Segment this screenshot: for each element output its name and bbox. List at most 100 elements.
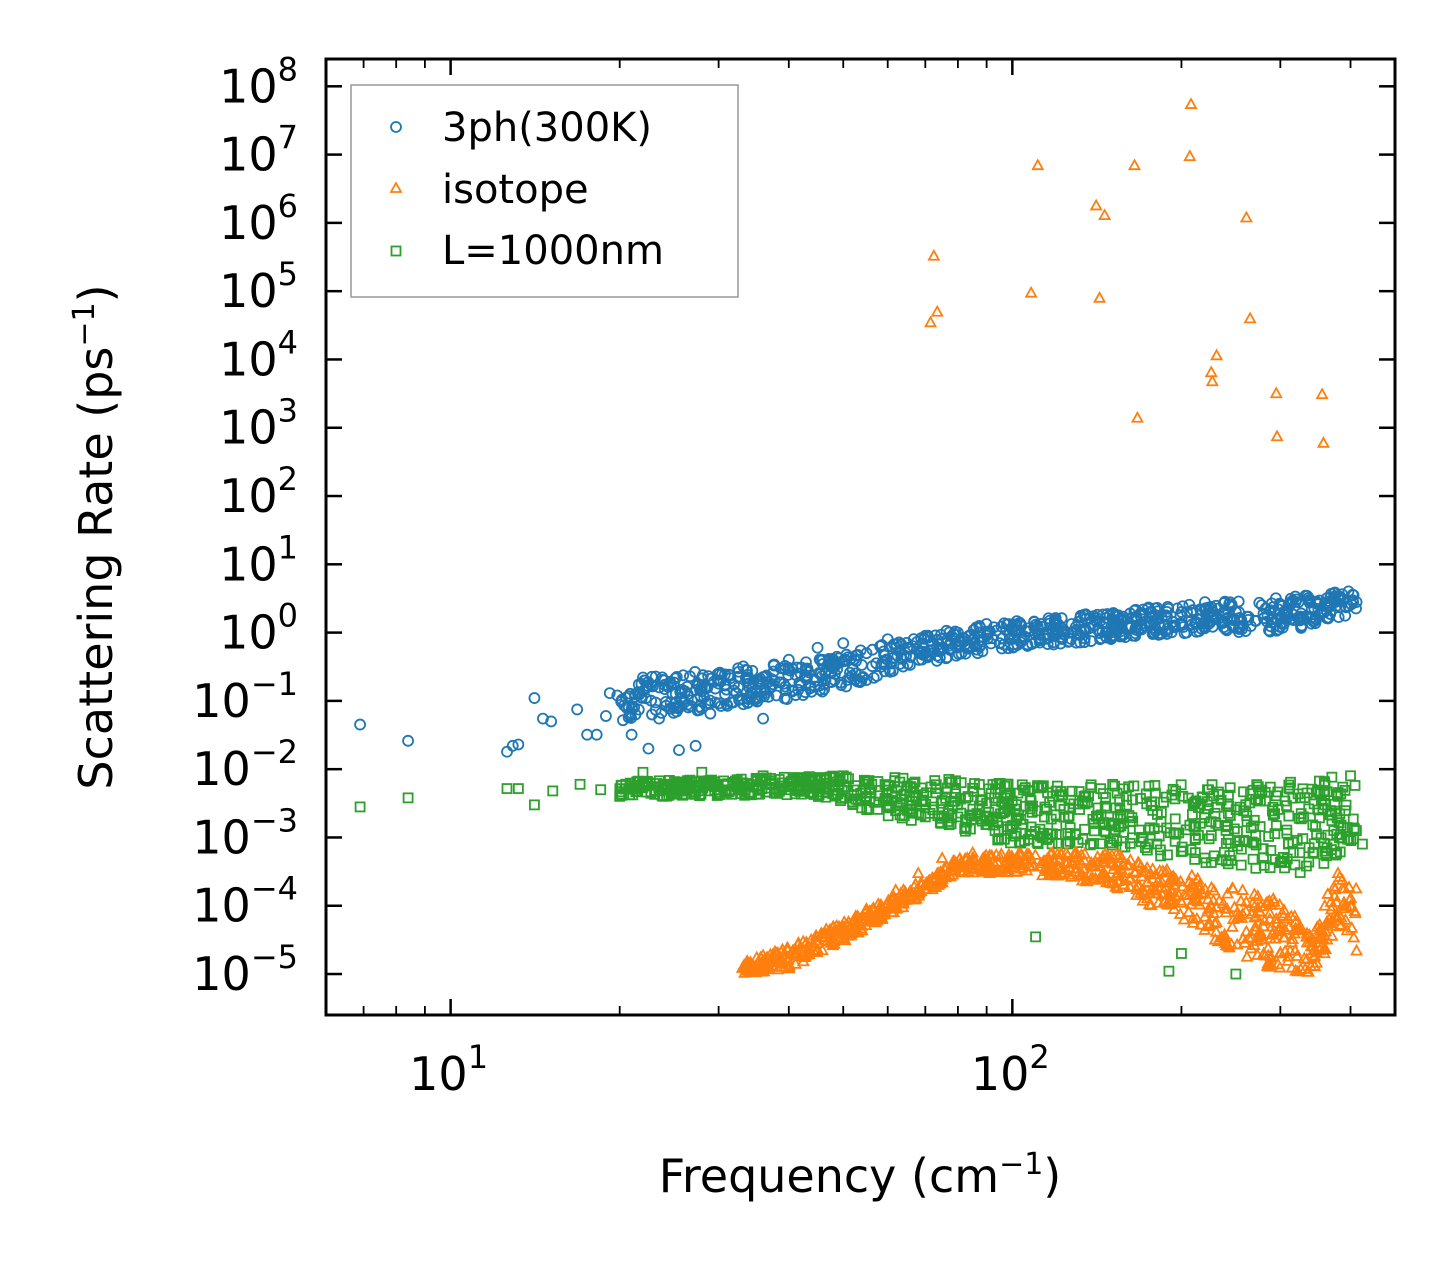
data-point-square: [529, 799, 540, 811]
data-point-circle: [402, 734, 414, 747]
data-point-square: [614, 790, 626, 802]
cloud-point-square: [1303, 856, 1315, 868]
cloud-point-square: [1002, 778, 1014, 790]
cloud-point-square: [1339, 805, 1351, 817]
cloud-point-circle: [1047, 638, 1060, 651]
cloud-point-square: [1255, 795, 1266, 807]
cloud-point-square: [806, 788, 818, 799]
cloud-point-triangle: [1275, 906, 1289, 919]
cloud-point-circle: [629, 688, 642, 701]
cloud-point-triangle: [1069, 861, 1083, 874]
cloud-point-square: [684, 774, 696, 786]
cloud-point-square: [1274, 856, 1286, 868]
data-point-triangle: [923, 315, 938, 328]
cloud-point-triangle: [1186, 916, 1200, 928]
cloud-point-circle: [1077, 623, 1090, 636]
cloud-point-square: [960, 792, 972, 804]
cloud-point-circle: [649, 696, 662, 709]
cloud-point-circle: [768, 659, 780, 672]
cloud-point-circle: [750, 692, 763, 705]
data-point-square: [783, 784, 795, 796]
cloud-point-circle: [697, 669, 709, 682]
cloud-point-triangle: [884, 900, 898, 913]
data-point-square: [1176, 948, 1187, 959]
cloud-point-square: [1128, 780, 1140, 792]
data-point-square: [861, 790, 872, 802]
cloud-point-square: [1058, 811, 1070, 823]
data-point-square: [1105, 820, 1117, 831]
data-points: [354, 97, 1368, 980]
cloud-point-circle: [841, 674, 854, 686]
cloud-point-triangle: [857, 912, 871, 925]
data-point-circle: [720, 698, 733, 710]
cloud-point-square: [874, 790, 886, 802]
cloud-point-square: [1170, 785, 1182, 797]
data-point-square: [678, 784, 690, 796]
cloud-point-circle: [1257, 612, 1270, 625]
data-point-triangle: [1098, 208, 1112, 221]
cloud-point-triangle: [1348, 906, 1362, 919]
cloud-point-circle: [1178, 627, 1191, 640]
data-point-circle: [794, 667, 807, 680]
cloud-point-circle: [628, 701, 641, 714]
data-point-circle: [611, 689, 624, 702]
data-point-triangle: [1256, 919, 1271, 932]
y-tick-label: 102: [219, 460, 298, 523]
cloud-point-triangle: [890, 901, 904, 913]
cloud-point-square: [1095, 838, 1106, 850]
cloud-point-circle: [944, 644, 956, 656]
cloud-point-triangle: [1260, 959, 1274, 971]
cloud-point-square: [1025, 795, 1037, 807]
cloud-point-triangle: [1265, 927, 1279, 940]
data-point-square: [1143, 838, 1155, 850]
cloud-point-triangle: [1323, 916, 1337, 929]
cloud-point-square: [1326, 809, 1338, 821]
cloud-point-square: [694, 790, 705, 801]
cloud-point-square: [1224, 782, 1236, 794]
cloud-point-square: [1329, 798, 1341, 810]
cloud-point-triangle: [1098, 868, 1112, 881]
cloud-point-circle: [1126, 629, 1139, 642]
cloud-point-triangle: [1053, 860, 1067, 872]
x-tick-label: 101: [409, 1038, 488, 1101]
cloud-point-triangle: [1091, 856, 1105, 869]
cloud-point-circle: [1161, 600, 1174, 613]
cloud-point-square: [965, 823, 976, 835]
cloud-point-circle: [656, 671, 669, 684]
cloud-point-triangle: [996, 861, 1010, 874]
data-point-triangle: [1186, 878, 1200, 891]
cloud-point-square: [1328, 838, 1340, 850]
cloud-point-square: [1041, 803, 1052, 815]
cloud-point-circle: [1146, 628, 1159, 640]
data-point-triangle: [1183, 149, 1197, 162]
cloud-point-triangle: [849, 909, 863, 922]
data-point-circle: [1257, 607, 1270, 620]
cloud-point-square: [1283, 779, 1295, 791]
data-point-circle: [1029, 618, 1042, 631]
y-tick-labels: 10−510−410−310−210−110010110210310410510…: [192, 50, 298, 1001]
cloud-point-square: [1019, 800, 1031, 812]
cloud-point-triangle: [1285, 935, 1299, 948]
data-point-circle: [901, 641, 914, 654]
cloud-point-circle: [904, 659, 916, 671]
data-point-triangle: [1331, 866, 1345, 879]
cloud-point-circle: [789, 668, 802, 681]
cloud-point-square: [1101, 802, 1113, 814]
cloud-point-square: [907, 807, 919, 819]
cloud-point-triangle: [1109, 879, 1123, 892]
data-point-circle: [881, 633, 894, 646]
cloud-point-triangle: [1079, 873, 1093, 885]
data-point-circle: [545, 715, 558, 728]
cloud-point-circle: [884, 665, 897, 678]
cloud-point-square: [1349, 780, 1361, 791]
cloud-point-circle: [855, 659, 868, 671]
data-point-triangle: [1127, 158, 1142, 171]
cloud-point-triangle: [799, 935, 813, 948]
data-point-triangle: [966, 845, 980, 858]
cloud-point-square: [1213, 819, 1224, 831]
data-point-triangle: [1219, 905, 1233, 918]
y-axis-label: Scattering Rate (ps−1): [67, 284, 123, 789]
cloud-point-square: [1285, 776, 1296, 788]
data-point-square: [1030, 931, 1041, 943]
